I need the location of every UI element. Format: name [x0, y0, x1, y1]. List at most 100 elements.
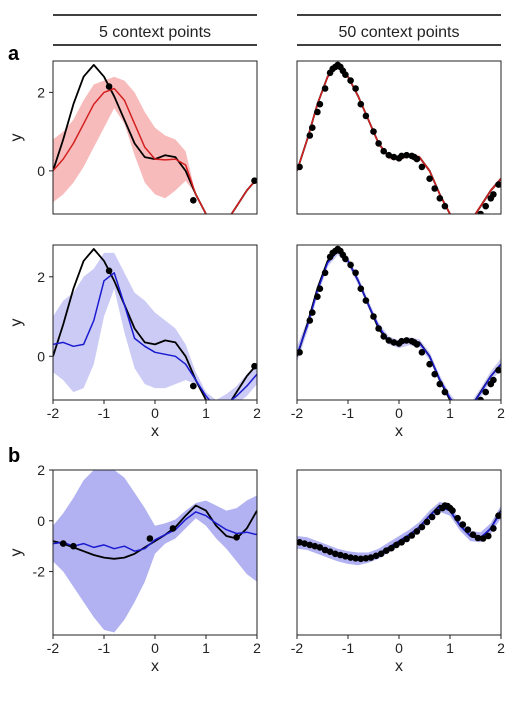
context-point: [210, 407, 217, 414]
panel-letter-a: a: [8, 43, 20, 65]
y-tick-label: 2: [37, 84, 45, 100]
context-point: [465, 526, 472, 533]
chart-panel-3: 0 2 -2 -1 0 1 2 y x: [8, 245, 261, 440]
context-point: [70, 543, 77, 550]
x-axis-label: x: [395, 658, 403, 675]
context-point: [426, 361, 433, 368]
plot-area: [296, 62, 502, 230]
context-point: [490, 377, 497, 384]
x-tick-label: 0: [151, 640, 159, 656]
context-point: [409, 532, 416, 539]
context-point: [210, 221, 217, 228]
x-tick-label: -1: [342, 640, 355, 656]
x-tick-label: 0: [395, 640, 403, 656]
x-tick-label: -1: [98, 405, 111, 421]
x-tick-label: 0: [151, 405, 159, 421]
y-tick-label: -2: [33, 564, 46, 580]
y-axis-label: y: [8, 134, 25, 142]
x-tick-label: 1: [202, 405, 210, 421]
context-point: [223, 219, 230, 226]
panel-frame: [297, 245, 501, 400]
context-point: [482, 203, 489, 210]
context-point: [449, 215, 456, 222]
context-point: [419, 349, 426, 356]
context-point: [317, 285, 324, 292]
context-point: [375, 325, 382, 332]
context-point: [106, 268, 113, 275]
context-point: [190, 197, 197, 204]
context-point: [470, 219, 477, 226]
y-tick-label: 2: [37, 462, 45, 478]
context-point: [352, 85, 359, 92]
context-point: [347, 262, 354, 269]
context-point: [309, 309, 316, 316]
context-point: [426, 175, 433, 182]
context-point: [442, 203, 449, 210]
x-axis-label: x: [395, 423, 403, 440]
context-point: [460, 521, 467, 528]
context-point: [457, 408, 464, 415]
context-point: [429, 514, 436, 521]
chart-panel-5: -202-2 -1 0 1 2yx: [8, 462, 261, 675]
x-tick-label: 2: [253, 640, 261, 656]
context-point: [465, 222, 472, 229]
context-point: [342, 71, 349, 78]
plot-area: [53, 249, 258, 413]
context-point: [437, 381, 444, 388]
column-header-left: 5 context points: [99, 24, 211, 41]
y-tick-label: 0: [37, 163, 45, 179]
context-point: [465, 408, 472, 415]
x-tick-label: -2: [47, 405, 60, 421]
context-point: [424, 519, 431, 526]
y-tick-label: 0: [37, 348, 45, 364]
y-axis-label: y: [8, 319, 25, 327]
context-point: [358, 285, 365, 292]
context-point: [414, 528, 421, 535]
context-point: [314, 293, 321, 300]
context-point: [322, 270, 329, 277]
chart-panel-4: -2 -1 0 1 2x: [291, 245, 505, 440]
context-point: [460, 409, 467, 416]
context-point: [342, 256, 349, 263]
context-point: [307, 132, 314, 139]
chart-panel-6: -2 -1 0 1 2 x: [291, 470, 505, 675]
panel-frame: [297, 61, 501, 214]
uncertainty-band: [53, 77, 257, 226]
context-point: [223, 405, 230, 412]
x-tick-label: 2: [497, 405, 505, 421]
x-tick-label: -2: [47, 640, 60, 656]
plot-area: [53, 470, 257, 633]
chart-panel-1: 0 2 y: [8, 61, 258, 227]
context-point: [190, 383, 197, 390]
context-point: [309, 124, 316, 131]
context-point: [414, 156, 421, 163]
context-point: [358, 101, 365, 108]
context-point: [437, 195, 444, 202]
context-point: [375, 140, 382, 147]
context-point: [307, 317, 314, 324]
column-header-right: 50 context points: [339, 24, 460, 41]
x-tick-label: -1: [342, 405, 355, 421]
context-point: [454, 515, 461, 522]
context-point: [442, 389, 449, 396]
context-point: [233, 534, 240, 541]
context-point: [370, 128, 377, 135]
x-tick-label: 0: [395, 405, 403, 421]
context-point: [490, 191, 497, 198]
context-point: [314, 109, 321, 116]
uncertainty-band: [53, 253, 257, 412]
y-tick-label: 2: [37, 269, 45, 285]
plot-area: [296, 502, 502, 566]
context-point: [449, 507, 456, 514]
context-point: [482, 389, 489, 396]
y-axis-label: y: [8, 549, 25, 557]
context-point: [414, 341, 421, 348]
context-point: [363, 297, 370, 304]
context-point: [363, 113, 370, 120]
context-point: [147, 535, 154, 542]
x-axis-label: x: [151, 423, 159, 440]
context-point: [470, 405, 477, 412]
chart-panel-2: [296, 61, 502, 229]
context-point: [457, 222, 464, 229]
